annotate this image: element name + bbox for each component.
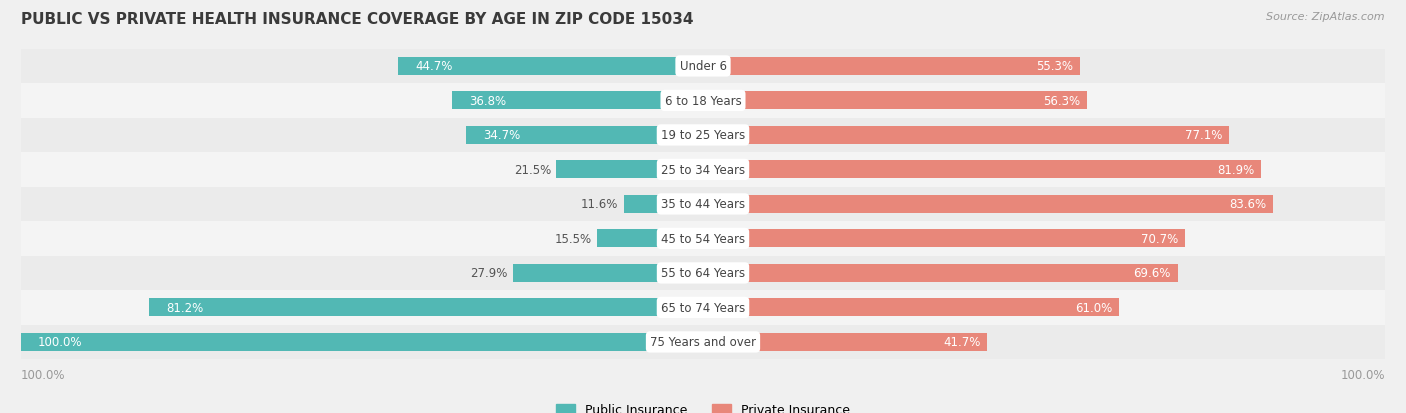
Text: 65 to 74 Years: 65 to 74 Years [661,301,745,314]
Text: 77.1%: 77.1% [1185,129,1222,142]
Bar [21,153,1385,187]
Bar [149,299,703,317]
Text: 15.5%: 15.5% [555,233,592,245]
Bar [21,290,1385,325]
Bar [703,264,1178,282]
Bar [21,333,703,351]
Text: 34.7%: 34.7% [484,129,520,142]
Bar [703,230,1185,248]
Text: 36.8%: 36.8% [470,95,506,108]
Text: 70.7%: 70.7% [1142,233,1178,245]
Text: PUBLIC VS PRIVATE HEALTH INSURANCE COVERAGE BY AGE IN ZIP CODE 15034: PUBLIC VS PRIVATE HEALTH INSURANCE COVER… [21,12,693,27]
Bar [624,195,703,214]
Bar [703,127,1229,145]
Bar [21,187,1385,222]
Text: 81.2%: 81.2% [166,301,204,314]
Text: 25 to 34 Years: 25 to 34 Years [661,164,745,176]
Text: 61.0%: 61.0% [1076,301,1112,314]
Text: 100.0%: 100.0% [38,336,83,349]
Bar [703,299,1119,317]
Bar [21,222,1385,256]
Text: 11.6%: 11.6% [581,198,619,211]
Bar [703,92,1087,110]
Text: 81.9%: 81.9% [1218,164,1254,176]
Text: 83.6%: 83.6% [1229,198,1267,211]
Text: 55 to 64 Years: 55 to 64 Years [661,267,745,280]
Text: 69.6%: 69.6% [1133,267,1171,280]
Bar [703,161,1261,179]
Text: 19 to 25 Years: 19 to 25 Years [661,129,745,142]
Bar [467,127,703,145]
Text: 56.3%: 56.3% [1043,95,1080,108]
Text: 21.5%: 21.5% [513,164,551,176]
Text: 55.3%: 55.3% [1036,60,1073,73]
Text: 35 to 44 Years: 35 to 44 Years [661,198,745,211]
Text: 100.0%: 100.0% [1340,368,1385,381]
Bar [21,325,1385,359]
Bar [21,256,1385,290]
Text: 27.9%: 27.9% [470,267,508,280]
Bar [557,161,703,179]
Bar [513,264,703,282]
Legend: Public Insurance, Private Insurance: Public Insurance, Private Insurance [551,398,855,413]
Bar [703,333,987,351]
Bar [398,58,703,76]
Text: 100.0%: 100.0% [21,368,66,381]
Bar [453,92,703,110]
Bar [21,119,1385,153]
Bar [21,84,1385,119]
Text: Source: ZipAtlas.com: Source: ZipAtlas.com [1267,12,1385,22]
Bar [21,50,1385,84]
Text: 45 to 54 Years: 45 to 54 Years [661,233,745,245]
Bar [703,195,1272,214]
Text: 6 to 18 Years: 6 to 18 Years [665,95,741,108]
Bar [598,230,703,248]
Bar [703,58,1080,76]
Text: 41.7%: 41.7% [943,336,980,349]
Text: Under 6: Under 6 [679,60,727,73]
Text: 75 Years and over: 75 Years and over [650,336,756,349]
Text: 44.7%: 44.7% [415,60,453,73]
